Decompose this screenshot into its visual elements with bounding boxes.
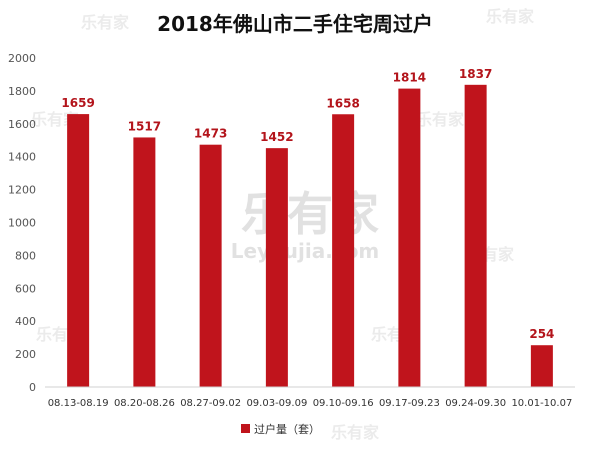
data-label: 1473 [194, 127, 227, 141]
x-tick-label: 09.17-09.23 [379, 398, 440, 409]
y-tick-label: 0 [29, 381, 36, 394]
watermark-brand-small: 乐有家 [486, 7, 535, 26]
legend-label: 过户量（套） [254, 422, 320, 436]
x-tick-label: 09.03-09.09 [246, 398, 307, 409]
data-label: 254 [529, 327, 554, 341]
data-label: 1517 [128, 119, 161, 133]
x-tick-label: 08.27-09.02 [180, 398, 241, 409]
y-tick-label: 600 [15, 282, 36, 295]
data-label: 1814 [393, 71, 426, 85]
bar [464, 84, 487, 387]
watermark-brand-small: 乐有家 [416, 110, 465, 129]
chart-title: 2018年佛山市二手住宅周过户 [157, 12, 433, 36]
watermark-brand-small: 乐有家 [81, 13, 130, 32]
bars [67, 84, 553, 388]
x-tick-label: 10.01-10.07 [511, 398, 572, 409]
x-tick-label: 09.10-09.16 [313, 398, 374, 409]
y-tick-label: 1400 [8, 151, 36, 164]
y-tick-label: 200 [15, 348, 36, 361]
watermark-domain: Leyoujia.com [231, 239, 380, 263]
bar [530, 345, 553, 387]
y-tick-label: 1000 [8, 217, 36, 230]
bar [398, 88, 421, 388]
data-label: 1659 [61, 96, 94, 110]
data-label: 1658 [326, 96, 359, 110]
data-labels: 1659 1517 1473 1452 1658 1814 1837 254 [61, 67, 554, 341]
legend: 过户量（套） [241, 422, 320, 436]
watermark-brand-small: 乐有家 [331, 423, 380, 442]
bar [133, 137, 156, 387]
y-tick-label: 400 [15, 315, 36, 328]
watermark-brand: 乐有家 [241, 187, 379, 241]
y-axis: 0 200 400 600 800 1000 1200 1400 1600 1800 2000 [8, 52, 36, 394]
bar [265, 148, 288, 387]
y-tick-label: 800 [15, 249, 36, 262]
bar [332, 114, 355, 387]
y-tick-label: 1600 [8, 118, 36, 131]
x-axis: 08.13-08.19 08.20-08.26 08.27-09.02 09.03-0… [48, 398, 573, 409]
y-tick-label: 1200 [8, 184, 36, 197]
x-tick-label: 09.24-09.30 [445, 398, 506, 409]
data-label: 1837 [459, 67, 492, 81]
bar [67, 114, 90, 388]
y-tick-label: 1800 [8, 85, 36, 98]
x-tick-label: 08.13-08.19 [48, 398, 109, 409]
x-tick-label: 08.20-08.26 [114, 398, 175, 409]
data-label: 1452 [260, 130, 293, 144]
legend-swatch [241, 424, 250, 433]
y-tick-label: 2000 [8, 52, 36, 65]
bar [199, 144, 222, 387]
